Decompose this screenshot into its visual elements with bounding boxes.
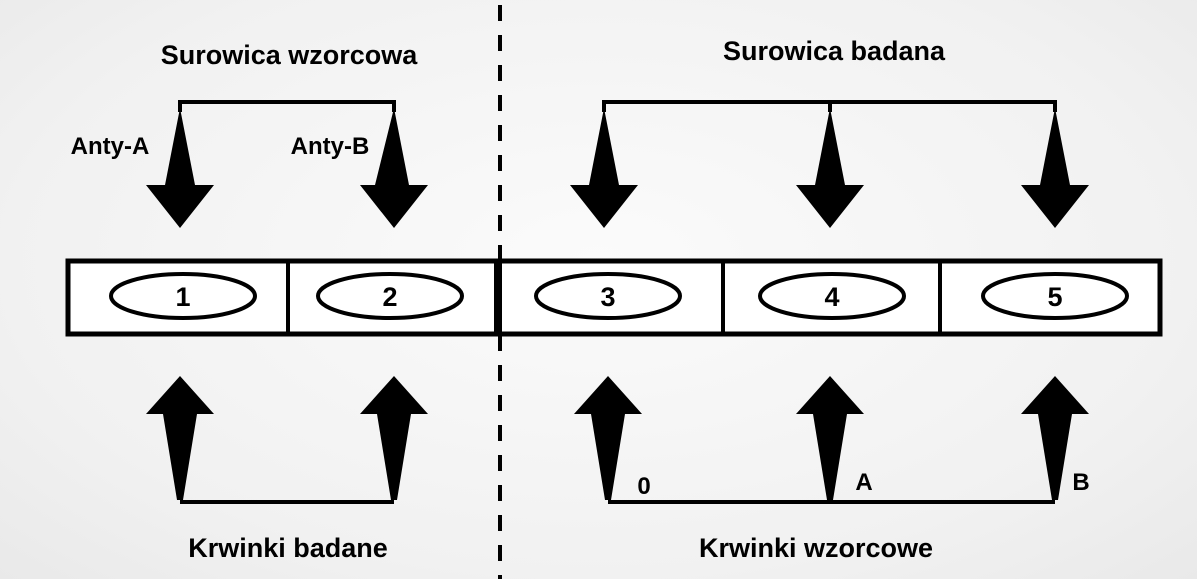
arrow-up-5 (1021, 376, 1089, 500)
bracket-top-left (178, 100, 396, 112)
well-4: 4 (758, 272, 906, 320)
arrow-up-2 (360, 376, 428, 500)
arrow-down-1 (146, 108, 214, 228)
well-2-label: 2 (382, 282, 397, 312)
arrow-down-5 (1021, 108, 1089, 228)
label-a: A (855, 469, 872, 496)
arrow-up-3 (574, 376, 642, 500)
well-5-label: 5 (1047, 282, 1062, 312)
title-krwinki-badane: Krwinki badane (188, 533, 388, 563)
well-2: 2 (316, 272, 464, 320)
well-1: 1 (109, 272, 257, 320)
label-b: B (1072, 469, 1089, 496)
title-surowica-badana: Surowica badana (723, 36, 946, 66)
arrow-up-4 (796, 376, 864, 500)
well-3-label: 3 (600, 282, 615, 312)
label-anty-a: Anty-A (71, 133, 150, 160)
label-0: 0 (637, 473, 650, 500)
label-anty-b: Anty-B (291, 133, 370, 160)
well-5: 5 (981, 272, 1129, 320)
title-krwinki-wzorcowe: Krwinki wzorcowe (699, 533, 933, 563)
arrow-down-2 (360, 108, 428, 228)
well-3: 3 (534, 272, 682, 320)
well-1-label: 1 (175, 282, 190, 312)
arrow-down-3 (570, 108, 638, 228)
title-surowica-wzorcowa: Surowica wzorcowa (161, 40, 419, 70)
arrow-up-1 (146, 376, 214, 500)
arrow-down-4 (796, 108, 864, 228)
well-4-label: 4 (824, 282, 839, 312)
